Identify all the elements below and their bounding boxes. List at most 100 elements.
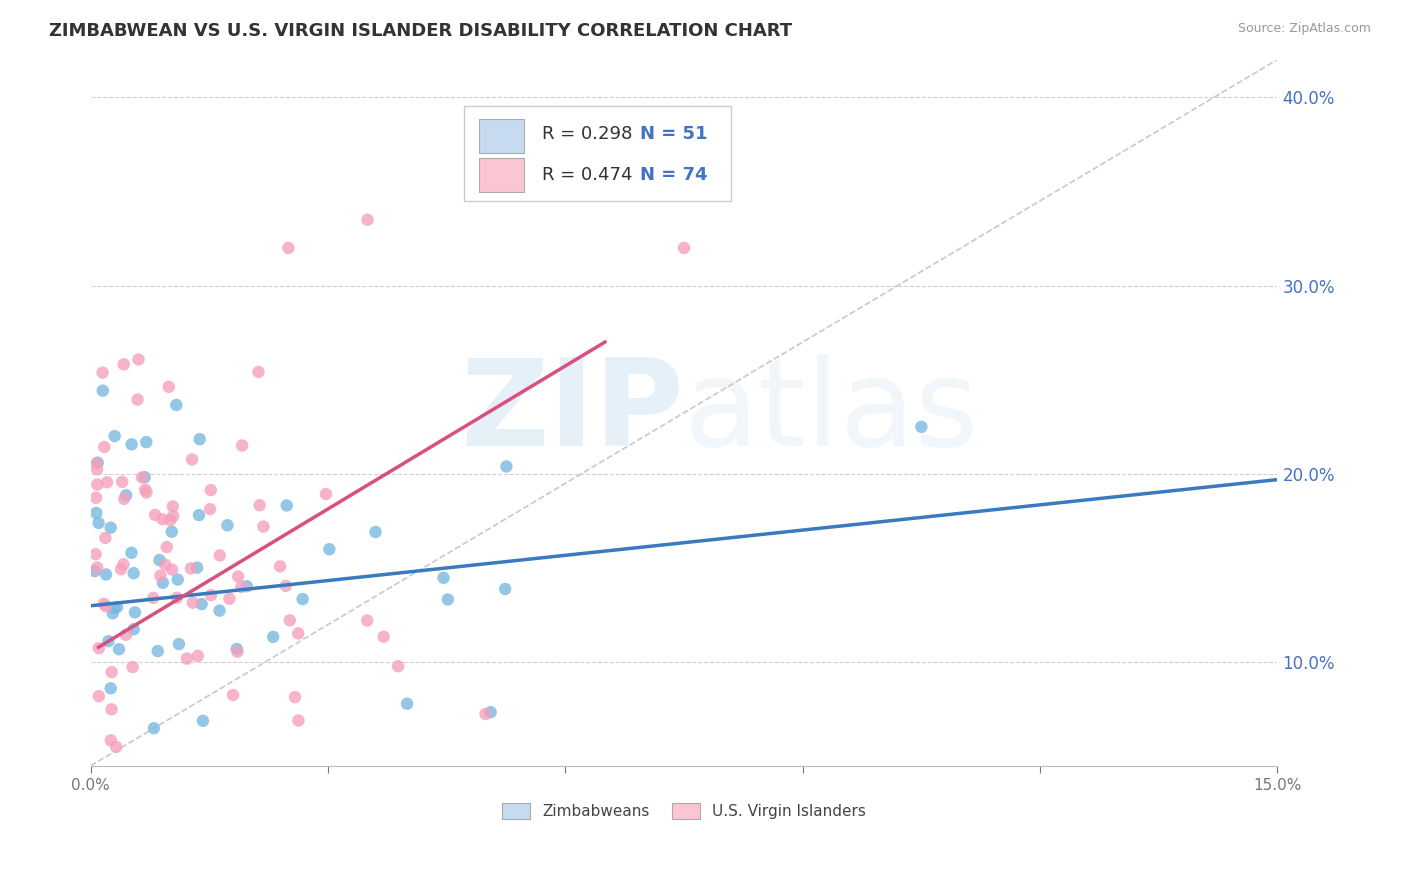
Point [105,739,128,754]
Point [100,521,122,535]
Point [373,630,395,644]
Point [432,571,454,585]
Point [83,564,105,578]
Point [180,561,202,575]
Point [94,531,117,545]
Point [101,607,124,621]
Point [200,588,222,602]
Point [143,508,166,522]
Point [86,477,108,491]
Point [188,432,211,446]
Text: atlas: atlas [683,354,980,471]
Point [269,559,291,574]
Point [236,579,259,593]
Point [87,689,110,703]
Point [208,549,231,563]
Point [111,475,134,489]
Point [191,714,214,728]
Point [87,641,110,656]
Point [247,365,270,379]
Point [135,485,157,500]
Point [142,721,165,735]
Point [93,440,115,454]
Point [226,569,249,583]
Point [112,558,135,572]
Point [115,628,138,642]
Point [86,462,108,476]
Point [100,665,122,679]
Point [231,580,253,594]
Point [166,573,188,587]
Text: N = 51: N = 51 [640,126,707,144]
Point [110,562,132,576]
Point [166,591,188,605]
Point [176,651,198,665]
Text: N = 74: N = 74 [640,167,707,185]
Point [100,733,122,747]
Point [252,519,274,533]
Point [315,487,337,501]
Point [396,697,419,711]
Point [135,435,157,450]
Point [86,456,108,470]
Point [291,592,314,607]
Point [495,459,517,474]
Point [91,366,114,380]
Point [122,566,145,581]
Point [222,688,245,702]
Point [162,500,184,514]
Point [100,702,122,716]
Point [287,626,309,640]
Point [152,575,174,590]
Point [122,622,145,636]
Point [84,506,107,520]
Point [181,596,204,610]
Point [108,642,131,657]
Point [672,241,695,255]
Point [104,429,127,443]
Point [142,591,165,605]
Point [84,491,107,505]
Point [112,357,135,371]
Point [87,516,110,530]
Point [198,502,221,516]
Point [131,470,153,484]
Point [148,553,170,567]
Point [149,568,172,582]
Point [318,542,340,557]
Point [494,582,516,596]
Point [287,714,309,728]
Point [218,591,240,606]
Point [134,483,156,497]
Point [162,509,184,524]
Point [100,681,122,696]
Text: Source: ZipAtlas.com: Source: ZipAtlas.com [1237,22,1371,36]
Point [474,706,496,721]
Text: ZIP: ZIP [460,354,683,471]
Legend: Zimbabweans, U.S. Virgin Islanders: Zimbabweans, U.S. Virgin Islanders [496,797,872,825]
Text: R = 0.474: R = 0.474 [541,167,633,185]
Point [160,524,183,539]
Point [105,600,128,615]
Point [134,470,156,484]
FancyBboxPatch shape [478,159,524,193]
Point [115,488,138,502]
Point [217,518,239,533]
Point [159,513,181,527]
Point [226,645,249,659]
Point [152,512,174,526]
Point [93,597,115,611]
Point [94,567,117,582]
Point [181,452,204,467]
Point [910,420,932,434]
Point [187,648,209,663]
Point [160,563,183,577]
Point [276,499,298,513]
Point [121,437,143,451]
Point [155,558,177,572]
Point [356,212,378,227]
Point [387,659,409,673]
Point [208,604,231,618]
Point [96,475,118,490]
Point [356,614,378,628]
